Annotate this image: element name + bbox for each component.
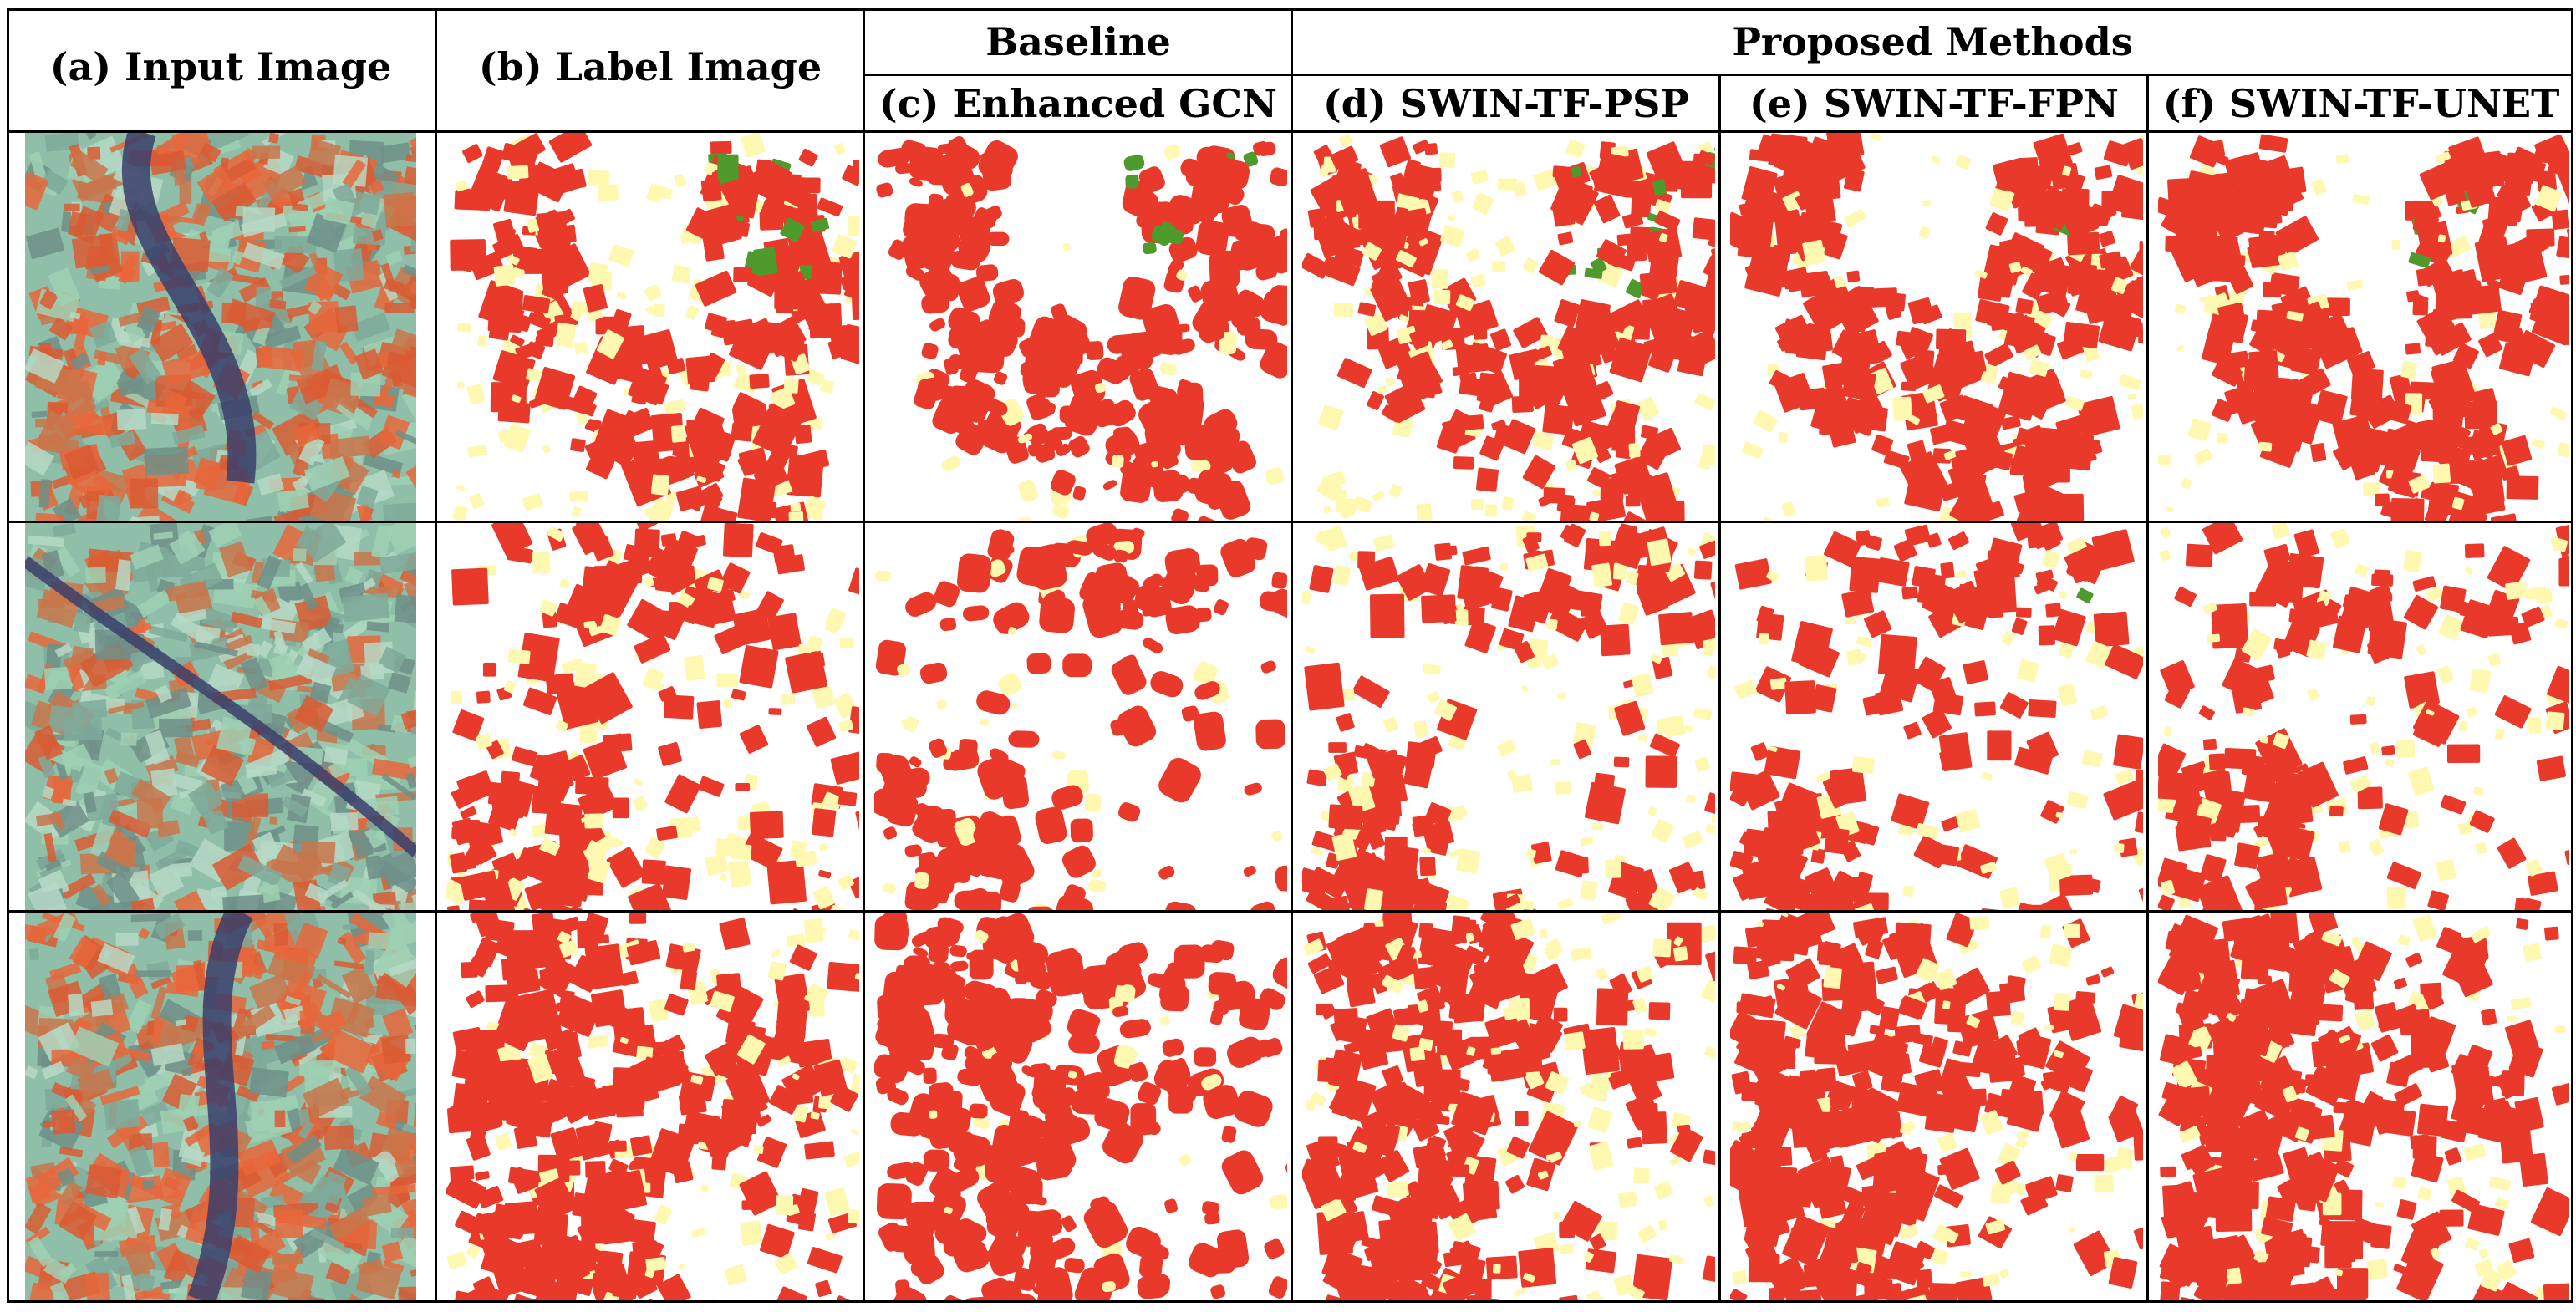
satellite-image (25, 132, 416, 521)
swin-tf-fpn-row-2 (1730, 522, 2143, 911)
segmentation-map (874, 522, 1287, 911)
col-divider-3 (1291, 8, 1293, 1303)
satellite-image (25, 522, 416, 911)
table-right-rule (2571, 8, 2573, 1303)
header-input-image: (a) Input Image (49, 44, 392, 89)
header-swin-tf-psp: (d) SWIN-TF-PSP (1323, 81, 1689, 126)
header-proposed-methods: Proposed Methods (1732, 19, 2133, 64)
segmentation-map (446, 132, 859, 521)
col-divider-4 (1718, 74, 1721, 1303)
swin-tf-psp-row-3 (1302, 912, 1715, 1300)
segmentation-map (874, 912, 1287, 1300)
header-swin-tf-unet: (f) SWIN-TF-UNET (2162, 81, 2560, 126)
segmentation-map (446, 912, 859, 1300)
segmentation-map (2158, 522, 2569, 911)
header-bottom-rule (7, 130, 2573, 133)
segmentation-map (874, 132, 1287, 521)
satellite-image (25, 912, 416, 1300)
header-enhanced-gcn: (c) Enhanced GCN (878, 81, 1278, 126)
segmentation-map (1730, 522, 2143, 911)
enhanced-gcn-row-2 (874, 522, 1287, 911)
table-left-rule (7, 8, 9, 1303)
table-bottom-rule (7, 1300, 2573, 1303)
swin-tf-psp-row-2 (1302, 522, 1715, 911)
enhanced-gcn-row-3 (874, 912, 1287, 1300)
input-image-row-1 (25, 132, 416, 521)
header-label-image: (b) Label Image (478, 44, 822, 89)
swin-tf-fpn-row-1 (1730, 132, 2143, 521)
col-divider-5 (2146, 74, 2149, 1303)
label-image-row-2 (446, 522, 859, 911)
header-swin-tf-fpn: (e) SWIN-TF-FPN (1749, 81, 2119, 126)
segmentation-map (1730, 132, 2143, 521)
row-divider-2 (7, 910, 2573, 913)
enhanced-gcn-row-1 (874, 132, 1287, 521)
input-image-row-3 (25, 912, 416, 1300)
label-image-row-3 (446, 912, 859, 1300)
label-image-row-1 (446, 132, 859, 521)
col-divider-2 (863, 8, 865, 1303)
segmentation-map (2158, 912, 2569, 1300)
swin-tf-unet-row-2 (2158, 522, 2569, 911)
segmentation-map (1302, 522, 1715, 911)
swin-tf-psp-row-1 (1302, 132, 1715, 521)
segmentation-map (1302, 912, 1715, 1300)
segmentation-map (2158, 132, 2569, 521)
segmentation-map (1730, 912, 2143, 1300)
input-image-row-2 (25, 522, 416, 911)
header-baseline: Baseline (985, 19, 1171, 64)
swin-tf-unet-row-3 (2158, 912, 2569, 1300)
swin-tf-unet-row-1 (2158, 132, 2569, 521)
segmentation-map (1302, 132, 1715, 521)
table-top-rule (7, 8, 2573, 11)
segmentation-map (446, 522, 859, 911)
col-divider-1 (435, 8, 437, 1303)
swin-tf-fpn-row-3 (1730, 912, 2143, 1300)
row-divider-1 (7, 521, 2573, 523)
